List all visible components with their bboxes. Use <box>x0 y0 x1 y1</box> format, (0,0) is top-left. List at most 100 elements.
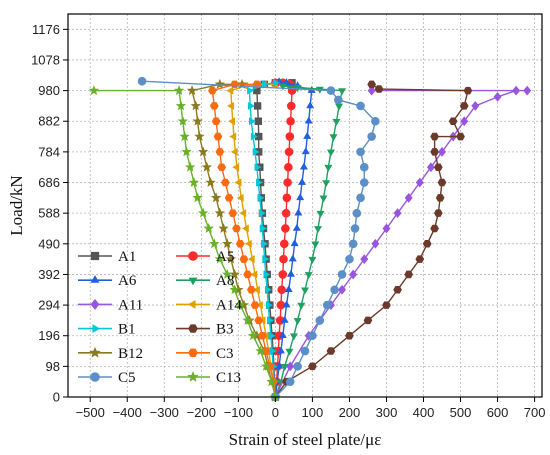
data-point-b3 <box>308 362 317 371</box>
data-point-c13 <box>198 207 209 218</box>
data-point-a14 <box>227 101 234 110</box>
data-point-a5 <box>283 178 292 187</box>
data-point-a5 <box>285 132 295 141</box>
data-point-a11 <box>393 208 402 219</box>
data-point-b3 <box>326 347 336 355</box>
data-point-c3 <box>252 80 262 89</box>
data-point-b12 <box>210 192 222 203</box>
data-point-c13 <box>242 314 253 325</box>
legend-marker-c13 <box>187 370 199 382</box>
data-point-c5 <box>348 239 358 249</box>
data-point-b3 <box>404 270 414 279</box>
legend-marker-a5 <box>188 251 198 261</box>
y-tick-label: 196 <box>38 328 60 343</box>
legend-label-c3: C3 <box>216 346 234 362</box>
data-point-b3 <box>459 102 469 110</box>
legend-marker-a11 <box>90 298 100 310</box>
data-point-a5 <box>286 101 296 111</box>
data-point-a14 <box>250 270 258 279</box>
data-point-b1 <box>263 270 271 279</box>
data-point-c13 <box>175 100 187 111</box>
data-point-b1 <box>247 101 255 110</box>
data-point-a6 <box>275 361 284 369</box>
legend-label-a8: A8 <box>216 273 234 289</box>
legend-marker-b12 <box>89 346 101 358</box>
data-point-a6 <box>284 285 293 293</box>
data-point-c5 <box>285 377 295 386</box>
data-point-c3 <box>224 194 234 202</box>
legend-label-b1: B1 <box>118 322 136 338</box>
data-point-a11 <box>438 147 447 157</box>
data-point-c3 <box>230 80 239 89</box>
data-point-a5 <box>281 208 291 218</box>
data-point-a6 <box>282 78 291 86</box>
x-tick-label: 600 <box>487 405 509 420</box>
data-point-b12 <box>186 85 198 95</box>
data-point-a8 <box>322 180 331 188</box>
series-layer <box>88 76 532 402</box>
data-point-a11 <box>493 91 502 102</box>
data-point-b3 <box>433 209 443 217</box>
data-point-c5 <box>326 86 336 95</box>
data-point-c3 <box>215 148 225 156</box>
legend-label-c13: C13 <box>216 370 241 386</box>
data-point-a8 <box>332 118 341 126</box>
data-point-c3 <box>232 224 241 233</box>
data-point-b3 <box>345 331 354 340</box>
data-point-b12 <box>190 100 201 111</box>
legend-label-a6: A6 <box>118 273 137 289</box>
legend: A1 A5 A6 A8 A11 A14 B1 B3 B12 C3 C5 C13 <box>78 249 242 386</box>
data-point-c13 <box>255 345 266 356</box>
data-point-a14 <box>239 209 247 218</box>
data-point-c5 <box>330 285 339 295</box>
data-point-a8 <box>285 348 294 356</box>
data-point-c3 <box>228 209 238 217</box>
data-point-b1 <box>247 86 255 95</box>
data-point-a6 <box>299 162 308 170</box>
data-point-b1 <box>252 147 260 156</box>
data-point-b3 <box>367 80 377 89</box>
data-point-a5 <box>276 300 286 310</box>
data-point-b3 <box>433 163 443 171</box>
data-point-a14 <box>232 163 240 172</box>
data-point-a8 <box>278 83 287 91</box>
data-point-a11 <box>512 85 521 96</box>
data-point-a11 <box>404 192 413 203</box>
data-point-c13 <box>209 238 220 249</box>
data-point-c5 <box>359 178 369 187</box>
legend-entry-c3: C3 <box>176 346 234 362</box>
data-point-c3 <box>254 316 264 325</box>
axis-ticks: −500 −400 −300 −200 −100 0 100 200 300 400 500 600 7… <box>31 22 545 420</box>
x-tick-label: −300 <box>150 405 179 420</box>
data-point-a14 <box>252 285 260 294</box>
data-point-b12 <box>225 253 237 264</box>
legend-entry-c5: C5 <box>78 370 136 386</box>
y-tick-label: 686 <box>38 175 60 190</box>
data-point-c5 <box>371 116 380 126</box>
data-point-a5 <box>278 270 288 279</box>
data-point-a14 <box>226 86 234 95</box>
data-point-a8 <box>289 333 298 341</box>
data-point-c13 <box>229 284 240 295</box>
data-point-a6 <box>292 223 301 231</box>
data-point-c5 <box>315 316 325 325</box>
legend-entry-c13: C13 <box>176 370 241 386</box>
data-point-c5 <box>356 147 365 157</box>
data-point-c5 <box>300 346 310 356</box>
data-point-b3 <box>393 285 402 294</box>
x-tick-label: 200 <box>339 405 361 420</box>
legend-label-b3: B3 <box>216 322 234 338</box>
data-point-c13 <box>188 177 200 187</box>
x-tick-label: 0 <box>272 405 279 420</box>
data-point-c13 <box>203 223 214 233</box>
x-tick-label: 400 <box>413 405 435 420</box>
data-point-c13 <box>179 131 190 141</box>
legend-entry-b12: B12 <box>78 346 143 362</box>
data-point-a6 <box>280 315 289 323</box>
data-point-c5 <box>356 101 365 111</box>
data-point-a11 <box>371 238 380 249</box>
data-point-b1 <box>262 255 270 264</box>
legend-entry-a8: A8 <box>176 273 234 289</box>
data-point-a14 <box>229 132 237 141</box>
data-point-a8 <box>329 134 338 142</box>
